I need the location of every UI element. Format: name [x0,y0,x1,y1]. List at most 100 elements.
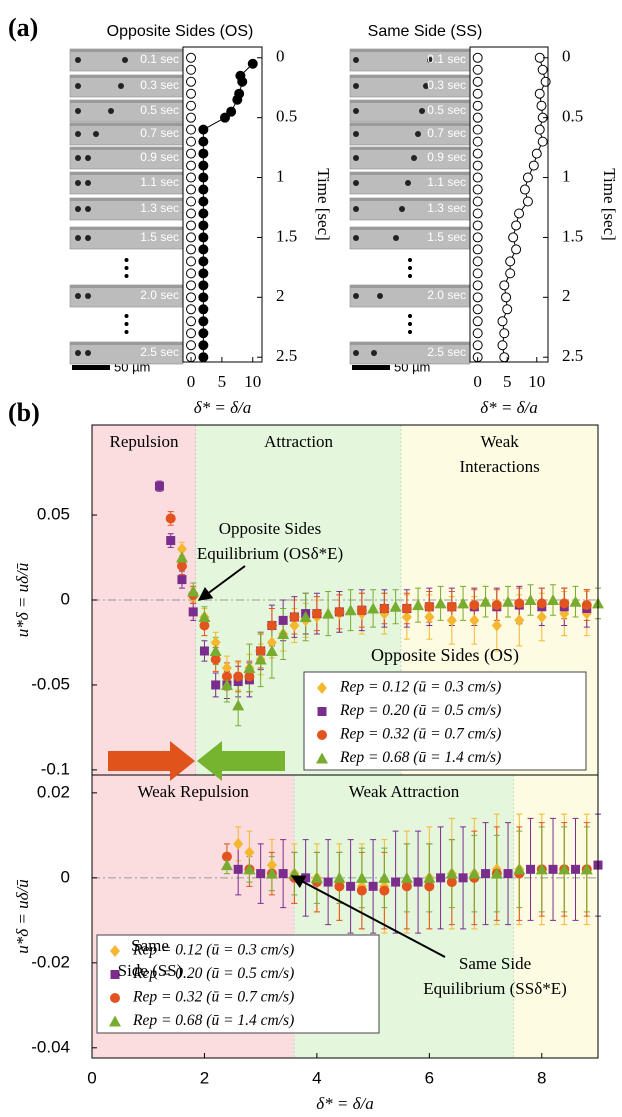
point [176,561,187,572]
annotation: Side (SS) [118,961,183,980]
annotation: Same [131,936,169,955]
plot-frame [469,46,549,363]
point [322,607,335,619]
particle [353,108,359,114]
particle [371,350,377,356]
point [266,636,277,649]
point [186,52,197,63]
y-tick-label: 2 [276,286,285,305]
region-label: Weak [480,432,519,451]
point [511,244,522,255]
point [401,610,412,623]
point [558,863,571,875]
point [186,64,197,75]
point [198,148,209,159]
particle [393,235,399,241]
point [221,851,232,862]
point [186,76,197,87]
y-tick-label: 1 [562,166,571,185]
channel-wall [350,227,470,230]
point [472,136,483,147]
region-label: Weak Repulsion [137,782,249,801]
point [472,268,483,279]
x-tick-label: 8 [537,1068,546,1087]
x-tick-label: 10 [244,372,261,391]
x-tick-label: 0 [473,372,482,391]
point [581,600,592,611]
y-tick-label: -0.1 [41,759,70,778]
point [289,619,300,632]
point [186,136,197,147]
particle [85,155,91,161]
particle [75,57,81,63]
legend-label: Rep = 0.32 (ū = 0.7 cm/s) [339,726,501,743]
point [472,316,483,327]
x-tick-label: 10 [528,372,545,391]
panel-label: (b) [8,398,40,427]
point [219,112,230,123]
particle [85,206,91,212]
point [316,752,328,764]
point [166,536,176,546]
point [244,671,255,682]
point [536,100,547,111]
point [317,730,327,740]
particle [353,235,359,241]
point [233,671,244,682]
y-tick-label: 2.5 [562,346,583,365]
point [209,644,222,656]
region-label: Interactions [459,457,539,476]
point [424,601,435,612]
point [580,863,593,875]
point [571,864,581,874]
point [110,970,120,979]
point [559,598,570,609]
point [220,859,233,871]
point [198,268,209,279]
point [514,598,525,609]
point [266,620,277,631]
x-tick-label: 0 [87,1068,96,1087]
ellipsis-dot [124,274,129,278]
point [198,208,209,219]
y-tick-label: 0 [61,589,70,608]
point [186,340,197,351]
channel-wall [350,75,470,78]
point [505,256,516,267]
point [534,124,545,135]
particle [405,180,411,186]
point [243,863,256,875]
particle [93,131,99,137]
point [186,268,197,279]
point [472,76,483,87]
particle [415,131,421,137]
point [199,646,209,656]
ellipsis-dot [408,322,412,326]
point [526,864,536,874]
point [186,232,197,243]
point [266,859,277,872]
point [237,76,248,87]
x-tick-label: 5 [503,372,512,391]
point [481,869,491,879]
y-tick-label: 1.5 [276,226,297,245]
frame-label: 2.0 sec [427,288,466,302]
point [472,172,483,183]
point [389,600,402,612]
frame-label: 0.7 sec [427,126,466,140]
point [534,52,545,63]
point [401,603,412,614]
point [472,244,483,255]
point [186,292,197,303]
point [233,837,244,850]
point [356,605,367,616]
particle [75,350,81,356]
point [503,869,513,879]
point [317,682,327,694]
particle [419,108,425,114]
point [472,88,483,99]
point [198,256,209,267]
point [255,645,266,656]
point [247,58,258,69]
point [221,671,232,682]
